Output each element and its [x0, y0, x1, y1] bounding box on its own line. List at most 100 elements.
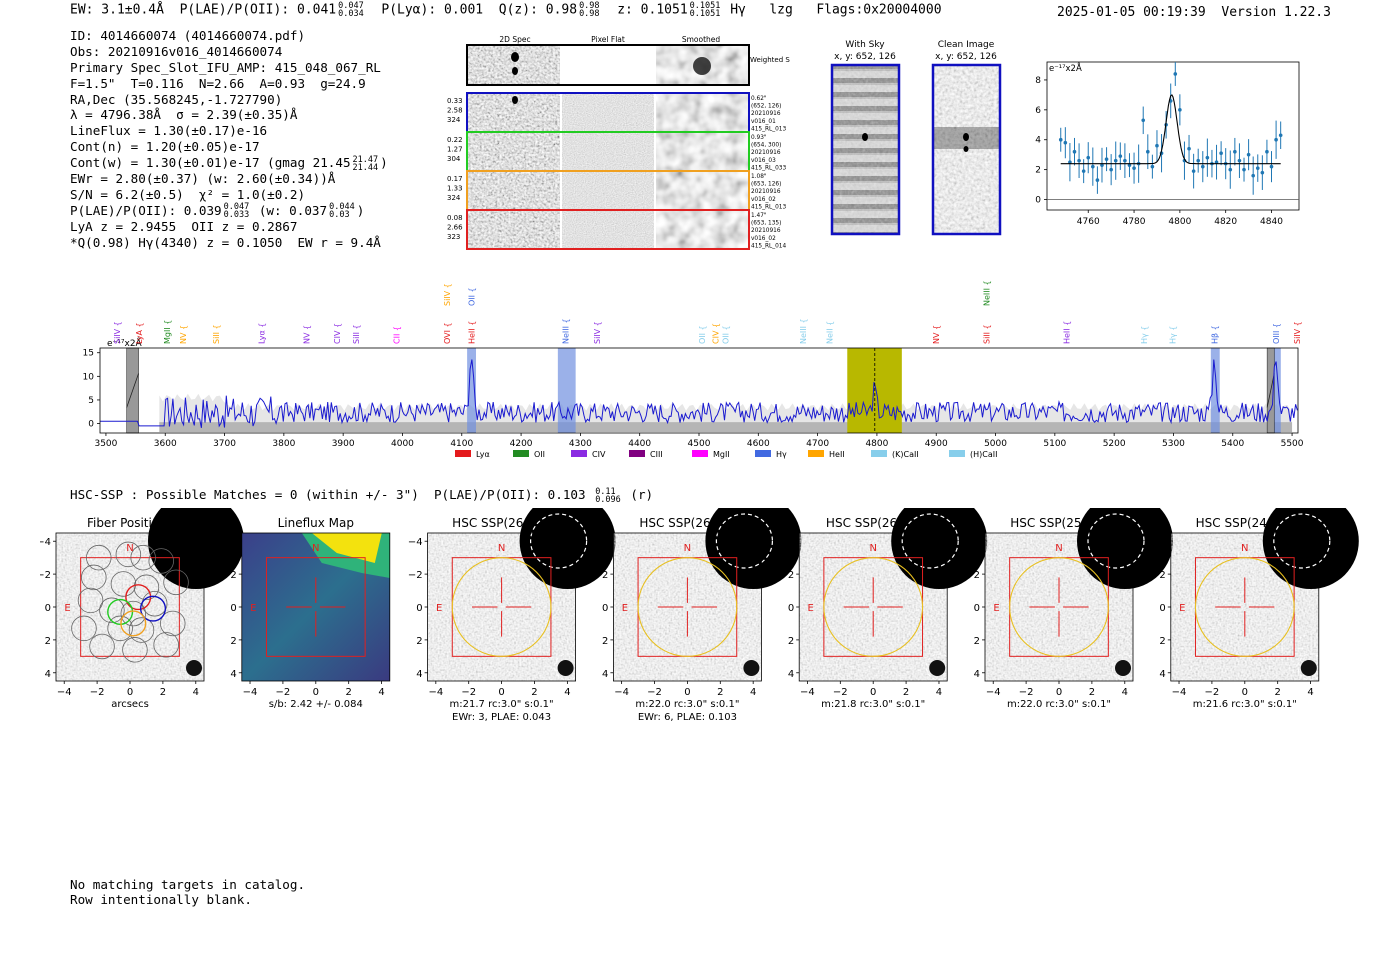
weighted-2d [468, 46, 560, 84]
row-right-label: 1.08" [751, 174, 767, 180]
panel-xtick-label: 2 [531, 687, 537, 698]
zoom-point [1127, 163, 1132, 167]
panel-xtick-label: 4 [750, 687, 756, 698]
faint-neighbor [1300, 660, 1317, 676]
fiber-circle [71, 615, 97, 642]
zoom-xtick-label: 4760 [1077, 217, 1100, 227]
info-ewr: EWr = 2.80(±0.37) (w: 2.60(±0.34))Å [70, 171, 336, 187]
spec-xtick-label: 5100 [1043, 439, 1066, 449]
spec-line-band [557, 348, 576, 433]
north-label: N [869, 543, 876, 554]
spec-line-label: OVI { [443, 322, 452, 344]
plae-info-lo: 0.033 [223, 210, 250, 221]
full-spectrum-chart: 3500 3600 3700 3800 3900 4000 4100 4200 4300 4400… [83, 280, 1304, 459]
panel-ytick-label: 0 [1159, 603, 1165, 614]
qz-hi: 0.98 [579, 1, 600, 11]
bright-neighbor [519, 508, 616, 589]
bright-neighbor [891, 508, 988, 589]
catalog-footer: No matching targets in catalog. Row inten… [70, 877, 305, 907]
spec-xtick-label: 4400 [628, 439, 651, 449]
spec-line-band [1210, 348, 1220, 433]
weighted-sum-row: Weighted Sum [466, 44, 790, 86]
panel-ytick-label: 4 [602, 669, 608, 680]
spec-hatch [1266, 373, 1275, 408]
fiber-cutouts: 2D Spec Pixel Flat Smoothed Weighted Sum… [447, 35, 790, 250]
spec-xtick-label: 4700 [806, 439, 829, 449]
panel-xtick-label: 2 [717, 687, 723, 698]
zoom-point [1150, 164, 1155, 169]
zoom-point [1205, 155, 1210, 160]
row-frame [466, 209, 750, 250]
panel-xtick-label: 4 [193, 687, 199, 698]
zoom-axes-frame [1046, 61, 1300, 211]
panel-xtick-label: 0 [684, 687, 690, 698]
zoom-point [1118, 154, 1123, 158]
row-smoothed [656, 211, 748, 248]
neighbor-aperture [529, 513, 588, 569]
zoom-point [1081, 169, 1086, 173]
zoom-point [1095, 178, 1100, 182]
panel-ytick-label: 4 [230, 669, 236, 680]
spec-unit-label: e⁻¹⁷x2Å [107, 337, 143, 349]
panel-xtick-label: −4 [1172, 687, 1187, 698]
clean-source-2 [963, 146, 969, 152]
neighbor-aperture [1087, 513, 1145, 569]
imaging-panel-1: Lineflux Map N E −4 4 −2 2 0 0 2 −2 4 −4 s/b: 2.42 +/… [222, 516, 391, 710]
panel-xlabel: m:22.0 rc:3.0" s:0.1" [1007, 699, 1111, 710]
line-name: Hγ [730, 2, 746, 18]
fiber-circle [122, 637, 148, 663]
panel-ytick-label: 0 [230, 603, 236, 614]
aperture-circle [451, 557, 552, 657]
spec-zero-band [159, 422, 1293, 433]
spec-line-label: OII { [698, 325, 707, 344]
row-left-label: 324 [447, 194, 461, 202]
row-right-label: 20210916 [751, 228, 781, 234]
faint-neighbor [557, 660, 574, 676]
spec-line-label: CIV { [712, 323, 721, 344]
faint-neighbor [186, 660, 202, 676]
plae-value: P(LAE)/P(OII): 0.041 [179, 2, 337, 18]
zoom-xtick-label: 4840 [1260, 217, 1283, 227]
spec-ytick-label: 5 [88, 396, 94, 406]
zoom-point [1265, 149, 1269, 154]
spec-line-label: HeII { [467, 321, 476, 344]
spec-legend-swatch [629, 450, 645, 457]
spec-upper-label: SiIV { [443, 283, 452, 306]
zoom-point [1104, 157, 1109, 161]
zoom-point [1242, 167, 1246, 172]
row-left-label: 1.33 [447, 185, 463, 193]
spec-xtick-label: 3500 [94, 439, 117, 449]
panel-ytick-label: −2 [779, 570, 794, 581]
panel-xtick-label: 2 [1089, 687, 1095, 698]
spec-line-label: Hγ { [1140, 326, 1149, 344]
spec-line-label: Hβ { [1210, 325, 1219, 344]
hsc-plae-hi: 0.11 [595, 486, 616, 497]
info-lya-z: LyA z = 2.9455 OII z = 0.2867 [70, 218, 298, 234]
weighted-smooth-source [693, 57, 711, 75]
spec-legend-label: HeII [829, 450, 845, 459]
zoom-point [1187, 146, 1191, 151]
east-label: E [250, 603, 256, 614]
spec-xtick-label: 3900 [332, 439, 355, 449]
neighbor-aperture-2 [554, 653, 582, 681]
spec-xtick-label: 3600 [154, 439, 177, 449]
panel-xtick-label: −2 [461, 687, 476, 698]
with-sky-source [862, 133, 868, 141]
spec-xtick-label: 4200 [510, 439, 533, 449]
zoom-point [1072, 149, 1077, 154]
panel-ytick-label: −2 [965, 570, 980, 581]
panel-extra: EWr: 3, PLAE: 0.043 [452, 712, 551, 723]
spec-xtick-label: 4500 [688, 439, 711, 449]
row-right-label: 0.93" [751, 135, 767, 141]
spec-xtick-label: 4900 [925, 439, 948, 449]
panel-ytick-label: 2 [230, 636, 236, 647]
spec-xtick-label: 3700 [213, 439, 236, 449]
summary-header: EW: 3.1±0.4Å P(LAE)/P(OII): 0.041 0.047 0.… [70, 1, 942, 19]
zoom-ytick-label: 6 [1035, 106, 1041, 116]
row-left-label: 0.17 [447, 175, 463, 183]
